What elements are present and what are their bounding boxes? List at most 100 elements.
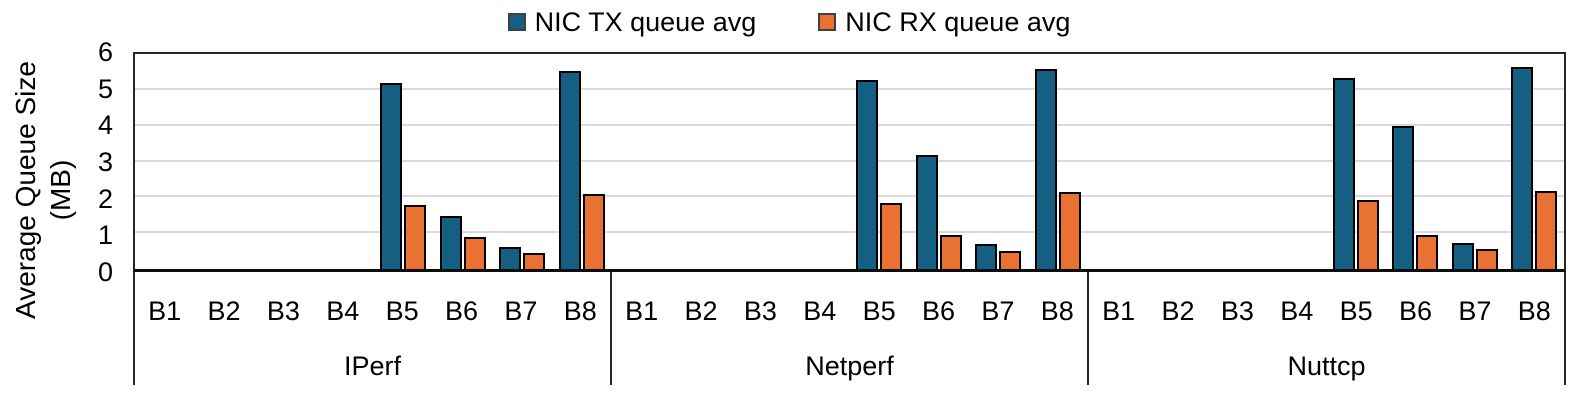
x-category-label-nuttcp-b3: B3 (1220, 296, 1254, 326)
bar-rx-netperf-b6 (939, 235, 962, 269)
y-tick-label: 0 (97, 257, 113, 287)
gridline (135, 123, 1564, 126)
y-tick-label: 2 (97, 183, 113, 214)
bar-tx-iperf-b7 (499, 247, 522, 269)
x-category-label-netperf-b2: B2 (684, 296, 718, 326)
x-category-label-netperf-b4: B4 (803, 296, 837, 326)
x-category-label-iperf-b6: B6 (445, 296, 479, 326)
bar-slot-nuttcp-b3 (1207, 54, 1267, 269)
bar-slot-nuttcp-b2 (1147, 54, 1207, 269)
bar-slot-iperf-b6 (433, 54, 493, 269)
bar-slot-nuttcp-b8 (1504, 54, 1564, 269)
bar-rx-iperf-b7 (523, 253, 546, 269)
bar-tx-netperf-b7 (975, 244, 998, 269)
x-category-label-iperf-b5: B5 (385, 296, 419, 326)
x-category-label-nuttcp-b7: B7 (1458, 296, 1492, 326)
x-category-label-nuttcp-b4: B4 (1280, 296, 1314, 326)
plot-area (133, 52, 1566, 272)
legend-label-tx: NIC TX queue avg (534, 6, 757, 37)
gridline (135, 87, 1564, 90)
bar-rx-nuttcp-b7 (1475, 248, 1498, 269)
bar-group-netperf (611, 54, 1087, 269)
x-group-cell-netperf: B1 B2 B3 B4 B5 B6 B7 B8 Netperf (612, 272, 1089, 385)
bar-slot-iperf-b3 (254, 54, 314, 269)
x-category-label-iperf-b3: B3 (266, 296, 300, 326)
bar-tx-nuttcp-b6 (1392, 126, 1415, 269)
bar-slot-nuttcp-b7 (1445, 54, 1505, 269)
x-category-label-nuttcp-b6: B6 (1399, 296, 1433, 326)
x-category-label-netperf-b7: B7 (981, 296, 1015, 326)
bar-rx-netperf-b7 (999, 250, 1022, 269)
bar-tx-nuttcp-b5 (1332, 77, 1355, 269)
legend-item-tx: NIC TX queue avg (507, 6, 757, 37)
bars-layer (135, 54, 1564, 269)
bar-slot-netperf-b5 (850, 54, 910, 269)
bar-slot-netperf-b3 (730, 54, 790, 269)
bar-slot-nuttcp-b4 (1266, 54, 1326, 269)
bar-tx-nuttcp-b7 (1451, 242, 1474, 269)
bar-slot-iperf-b5 (373, 54, 433, 269)
x-category-label-nuttcp-b8: B8 (1517, 296, 1551, 326)
x-category-label-netperf-b1: B1 (625, 296, 659, 326)
bar-slot-netperf-b8 (1028, 54, 1088, 269)
bar-rx-iperf-b6 (463, 237, 486, 269)
x-axis-panel: B1 B2 B3 B4 B5 B6 B7 B8 IPerf B1 B2 B3 B4 B5 B6 B7 B8 Net… (133, 272, 1566, 385)
gridline (135, 159, 1564, 162)
rx-series-swatch (818, 13, 837, 31)
bar-slot-nuttcp-b1 (1088, 54, 1148, 269)
bar-slot-nuttcp-b5 (1326, 54, 1386, 269)
bar-tx-iperf-b5 (379, 83, 402, 269)
bar-tx-iperf-b8 (558, 70, 581, 269)
y-tick-label: 5 (97, 73, 113, 104)
x-group-label-nuttcp: Nuttcp (1287, 351, 1366, 381)
legend: NIC TX queue avg NIC RX queue avg (0, 5, 1578, 39)
x-category-label-iperf-b1: B1 (148, 296, 182, 326)
x-category-label-iperf-b8: B8 (563, 296, 597, 326)
bar-slot-nuttcp-b6 (1385, 54, 1445, 269)
bar-rx-nuttcp-b6 (1416, 235, 1439, 269)
category-label-row: B1 B2 B3 B4 B5 B6 B7 B8 (135, 296, 610, 326)
y-tick-label: 1 (97, 220, 113, 251)
bar-tx-nuttcp-b8 (1511, 67, 1534, 269)
bar-slot-netperf-b7 (969, 54, 1029, 269)
bar-tx-netperf-b8 (1034, 68, 1057, 269)
y-tick-label: 4 (97, 110, 113, 141)
x-group-label-iperf: IPerf (343, 351, 402, 381)
x-category-label-nuttcp-b5: B5 (1339, 296, 1373, 326)
bar-tx-iperf-b6 (439, 215, 462, 269)
bar-rx-iperf-b5 (403, 205, 426, 269)
x-category-label-netperf-b8: B8 (1040, 296, 1074, 326)
x-category-label-netperf-b6: B6 (922, 296, 956, 326)
x-group-label-netperf: Netperf (805, 351, 894, 381)
category-label-row: B1 B2 B3 B4 B5 B6 B7 B8 (612, 296, 1087, 326)
legend-label-rx: NIC RX queue avg (845, 6, 1071, 37)
bar-slot-netperf-b6 (909, 54, 969, 269)
bar-slot-netperf-b4 (790, 54, 850, 269)
x-category-label-iperf-b2: B2 (207, 296, 241, 326)
bar-group-iperf (135, 54, 611, 269)
bar-group-nuttcp (1088, 54, 1564, 269)
x-group-cell-nuttcp: B1 B2 B3 B4 B5 B6 B7 B8 Nuttcp (1089, 272, 1566, 385)
bar-slot-netperf-b2 (671, 54, 731, 269)
x-category-label-nuttcp-b1: B1 (1102, 296, 1136, 326)
bar-slot-netperf-b1 (611, 54, 671, 269)
bar-tx-netperf-b6 (915, 154, 938, 269)
x-category-label-iperf-b7: B7 (504, 296, 538, 326)
x-category-label-netperf-b5: B5 (862, 296, 896, 326)
x-category-label-nuttcp-b2: B2 (1161, 296, 1195, 326)
category-label-row: B1 B2 B3 B4 B5 B6 B7 B8 (1089, 296, 1564, 326)
bar-rx-netperf-b5 (880, 203, 903, 269)
bar-tx-netperf-b5 (856, 79, 879, 269)
bar-rx-nuttcp-b5 (1356, 199, 1379, 269)
bar-slot-iperf-b8 (552, 54, 612, 269)
bar-rx-iperf-b8 (582, 194, 605, 269)
x-category-label-iperf-b4: B4 (326, 296, 360, 326)
tx-series-swatch (507, 13, 526, 31)
bar-rx-netperf-b8 (1058, 192, 1081, 269)
gridline (135, 231, 1564, 234)
x-category-label-netperf-b3: B3 (743, 296, 777, 326)
y-tick-label: 6 (97, 37, 113, 67)
bar-slot-iperf-b4 (314, 54, 374, 269)
bar-slot-iperf-b2 (195, 54, 255, 269)
